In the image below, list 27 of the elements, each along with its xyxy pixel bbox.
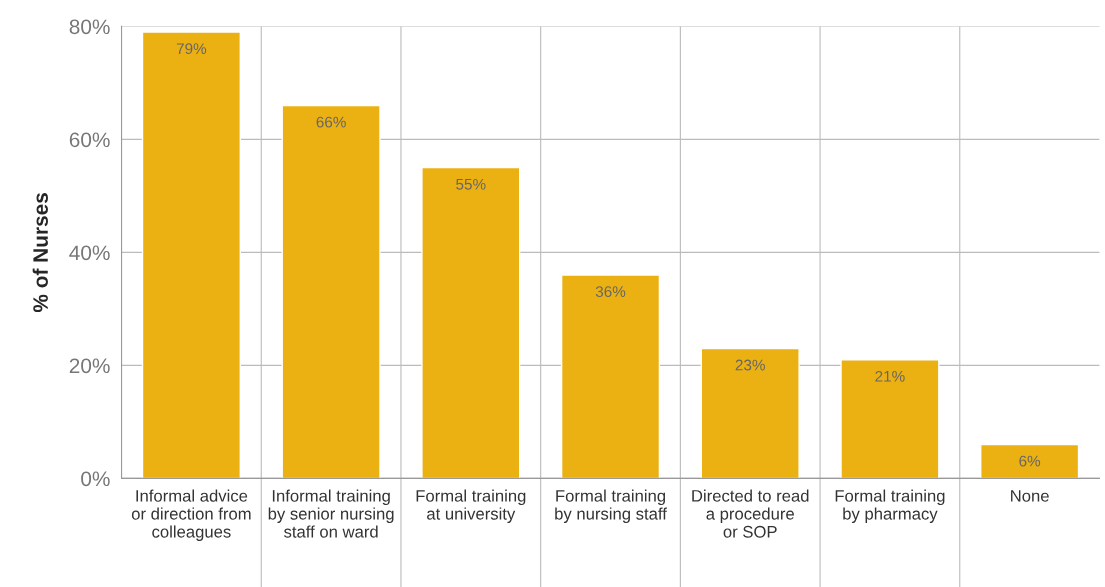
x-tick-label: Directed to read a procedure or SOP bbox=[692, 489, 809, 538]
y-tick-label: 80% bbox=[69, 19, 110, 35]
y-tick-label: 60% bbox=[69, 132, 110, 148]
x-tick-label: Informal training by senior nursing staff on ward bbox=[268, 489, 394, 538]
x-tick-label: None bbox=[1011, 490, 1049, 502]
data-label: 21% bbox=[875, 370, 905, 382]
data-label: 36% bbox=[595, 286, 626, 297]
bar bbox=[421, 166, 521, 479]
bar bbox=[840, 359, 940, 479]
y-tick-label: 0% bbox=[81, 471, 110, 487]
y-tick-label: 20% bbox=[69, 358, 110, 374]
data-label: 55% bbox=[456, 178, 486, 190]
data-label: 79% bbox=[176, 43, 207, 55]
bar bbox=[560, 274, 661, 479]
data-label: 66% bbox=[316, 116, 346, 128]
x-tick-label: Formal training by nursing staff bbox=[555, 489, 667, 523]
x-tick-label: Formal training by pharmacy bbox=[835, 489, 945, 523]
bar bbox=[281, 104, 381, 479]
y-axis-title: % of Nurses bbox=[32, 193, 48, 313]
data-label: 23% bbox=[735, 359, 765, 371]
x-tick-label: Formal training at university bbox=[416, 489, 526, 523]
data-label: 6% bbox=[1019, 455, 1041, 467]
bar bbox=[980, 443, 1080, 479]
bar bbox=[700, 347, 800, 479]
x-tick-label: Informal advice or direction from colleagues bbox=[131, 489, 251, 541]
y-tick-label: 40% bbox=[69, 245, 110, 261]
bar bbox=[141, 31, 241, 479]
